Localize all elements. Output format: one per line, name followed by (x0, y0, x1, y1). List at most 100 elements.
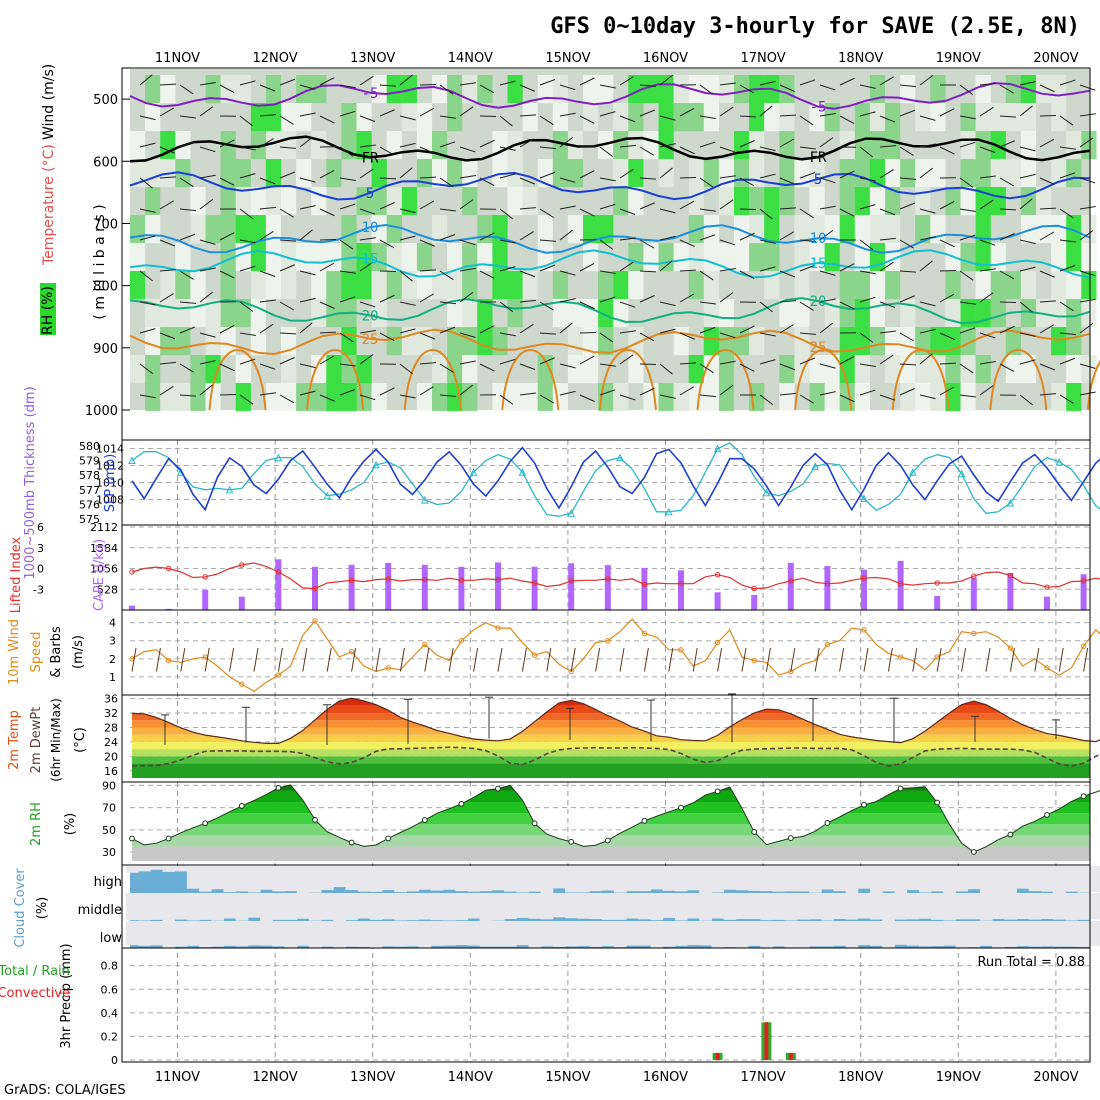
rh-cell (281, 131, 297, 160)
surface-wind-barb (180, 647, 186, 672)
rh-cell (281, 383, 297, 412)
wind-barb (459, 291, 474, 303)
cloud-gap-middle (455, 893, 468, 921)
rh-cell (975, 243, 991, 272)
isotherm-label: FR (362, 150, 379, 166)
wind-label-unit: (m/s) (71, 635, 86, 669)
lifted-index-marker (788, 578, 794, 584)
wind-barb (199, 267, 216, 272)
wind-tick-label: 3 (109, 635, 116, 648)
rh-cell (839, 271, 855, 300)
temp-tick-label: 36 (104, 693, 118, 706)
wind-barb (479, 232, 495, 241)
rh-cell (1051, 215, 1067, 244)
rh-cell (885, 187, 901, 216)
wind-barb (339, 296, 356, 303)
cloud-gap-middle (1053, 893, 1066, 920)
wind-barb (799, 172, 816, 179)
wind-barb (279, 78, 296, 86)
rh-cell (598, 299, 614, 328)
wind-barb (959, 208, 976, 212)
wind-barb (759, 80, 776, 86)
rh-cell (688, 243, 704, 272)
li-tick-label: 6 (37, 521, 44, 534)
cloud-gap-high (711, 866, 725, 893)
rh-cell (854, 131, 870, 160)
rh-cell (145, 215, 161, 244)
x-tick-label-bottom: 18NOV (838, 1070, 883, 1085)
rh-cell (371, 215, 387, 244)
wind-barb (459, 360, 476, 365)
lifted-index-marker (202, 574, 208, 580)
surface-wind-barb (229, 647, 235, 672)
wind-barb (419, 239, 435, 247)
temp-color-band (132, 741, 1090, 750)
surface-heat-contour (1086, 360, 1100, 411)
cloud-gap-high (943, 866, 956, 893)
cloud-gap-middle (382, 893, 395, 920)
wind-barb (239, 358, 256, 365)
wind-barb (279, 264, 295, 272)
rh-cell (296, 75, 312, 104)
wind-barb (599, 84, 616, 89)
wind-barb (199, 239, 216, 245)
rh-cell (960, 299, 976, 328)
wind-barb (539, 357, 555, 365)
rh-cell (854, 355, 870, 384)
rh-cell (462, 355, 478, 384)
cloud-gap-low (565, 921, 578, 947)
cape-bar (385, 562, 392, 610)
rh-cell (311, 243, 327, 272)
wind-barb (999, 177, 1015, 187)
temp-color-band (132, 756, 1090, 764)
rh-cell (900, 75, 916, 104)
rh-cell (552, 159, 568, 188)
cloud-gap-middle (174, 893, 188, 920)
cloud-gap-middle (809, 893, 822, 920)
wind-barb (1059, 172, 1076, 179)
cloud-gap-low (931, 921, 944, 947)
wind-barb (619, 144, 636, 148)
cloud-gap-middle (845, 893, 859, 920)
wind-barb (879, 169, 894, 179)
wind-barb (619, 261, 634, 272)
rh-cell (371, 383, 387, 412)
wind-barb (699, 208, 716, 212)
rh-cell (250, 131, 266, 160)
wind-barb (1079, 363, 1096, 369)
surface-wind-barb (351, 647, 357, 672)
isotherm-label: FR (810, 150, 827, 166)
rh-cell (265, 383, 282, 412)
surface-wind-barb (668, 647, 674, 672)
rh-cell (281, 355, 297, 384)
wind-barb (699, 394, 716, 398)
wind-barb (419, 269, 436, 272)
rh-cell (265, 159, 282, 188)
rh-cell (386, 215, 402, 244)
cloud-gap-low (369, 921, 383, 948)
slp-tick-label: 1010 (96, 477, 124, 490)
rh-cell (416, 383, 433, 412)
wind-barb (719, 106, 734, 117)
wind-barb (679, 239, 695, 247)
wind-label-line2: Speed (29, 632, 44, 673)
surface-wind-barb (521, 647, 527, 672)
rh-cell (975, 131, 991, 160)
wind-barb (339, 177, 356, 181)
cloud-gap-high (662, 866, 676, 891)
rh-cell (492, 131, 508, 160)
wind-barb (939, 362, 957, 365)
wind-barb (179, 270, 194, 280)
thickness-marker (713, 444, 722, 453)
wind-barb (339, 332, 354, 343)
wind-barb (419, 386, 434, 396)
cloud-gap-high (455, 866, 468, 892)
cloud-gap-low (345, 921, 359, 947)
rh-cell (281, 103, 297, 132)
surface-wind-barb (204, 647, 210, 672)
wind-barb (799, 146, 816, 150)
cape-bar (495, 562, 501, 610)
wind-barb (1039, 177, 1055, 185)
rh-cell (930, 159, 946, 188)
wind-barb (679, 108, 695, 117)
